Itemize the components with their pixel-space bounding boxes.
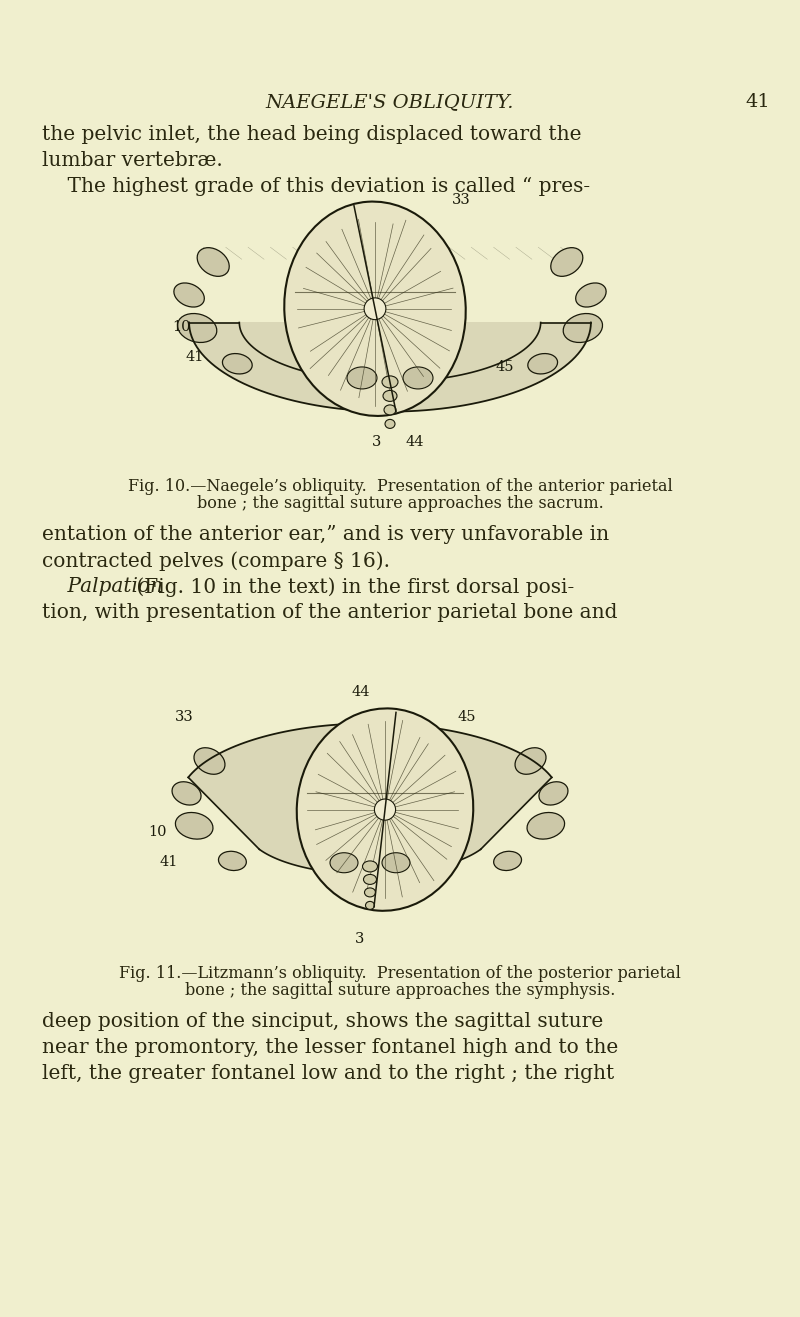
Ellipse shape: [539, 782, 568, 805]
Text: 33: 33: [175, 710, 194, 724]
Text: (Fig. 10 in the text) in the first dorsal posi-: (Fig. 10 in the text) in the first dorsa…: [130, 577, 574, 597]
Ellipse shape: [374, 799, 395, 820]
Ellipse shape: [363, 874, 377, 885]
Ellipse shape: [347, 367, 377, 389]
Ellipse shape: [382, 852, 410, 873]
Text: The highest grade of this deviation is called “ pres-: The highest grade of this deviation is c…: [42, 176, 590, 196]
Ellipse shape: [172, 782, 201, 805]
Ellipse shape: [222, 353, 252, 374]
Text: Fig. 10.—Naegele’s obliquity.  Presentation of the anterior parietal: Fig. 10.—Naegele’s obliquity. Presentati…: [128, 478, 672, 495]
Ellipse shape: [528, 353, 558, 374]
Text: 41: 41: [160, 855, 178, 869]
Text: 41: 41: [185, 350, 203, 363]
Ellipse shape: [366, 901, 374, 910]
Ellipse shape: [563, 313, 602, 342]
Text: deep position of the sinciput, shows the sagittal suture: deep position of the sinciput, shows the…: [42, 1011, 603, 1031]
Ellipse shape: [218, 851, 246, 871]
Ellipse shape: [284, 202, 466, 416]
Text: 33: 33: [452, 194, 470, 207]
Ellipse shape: [385, 419, 395, 428]
Text: lumbar vertebræ.: lumbar vertebræ.: [42, 151, 222, 170]
Text: near the promontory, the lesser fontanel high and to the: near the promontory, the lesser fontanel…: [42, 1038, 618, 1058]
Ellipse shape: [362, 861, 378, 872]
Text: bone ; the sagittal suture approaches the symphysis.: bone ; the sagittal suture approaches th…: [185, 982, 615, 1000]
Ellipse shape: [382, 375, 398, 389]
Text: 10: 10: [172, 320, 190, 335]
Text: bone ; the sagittal suture approaches the sacrum.: bone ; the sagittal suture approaches th…: [197, 495, 603, 512]
Ellipse shape: [383, 390, 397, 402]
Text: 44: 44: [352, 685, 370, 699]
Text: Palpation: Palpation: [42, 577, 163, 597]
Text: left, the greater fontanel low and to the right ; the right: left, the greater fontanel low and to th…: [42, 1064, 614, 1083]
Ellipse shape: [494, 851, 522, 871]
Polygon shape: [189, 323, 591, 412]
Text: entation of the anterior ear,” and is very unfavorable in: entation of the anterior ear,” and is ve…: [42, 525, 609, 544]
Text: tion, with presentation of the anterior parietal bone and: tion, with presentation of the anterior …: [42, 603, 618, 622]
Ellipse shape: [364, 298, 386, 320]
Polygon shape: [188, 723, 552, 874]
Ellipse shape: [550, 248, 583, 277]
Text: 3: 3: [355, 932, 364, 946]
Text: 10: 10: [148, 824, 166, 839]
Ellipse shape: [197, 248, 230, 277]
Ellipse shape: [194, 748, 225, 774]
Ellipse shape: [178, 313, 217, 342]
Ellipse shape: [576, 283, 606, 307]
Ellipse shape: [384, 404, 396, 415]
Ellipse shape: [527, 813, 565, 839]
Text: NAEGELE'S OBLIQUITY.: NAEGELE'S OBLIQUITY.: [266, 94, 514, 111]
Ellipse shape: [174, 283, 204, 307]
Text: 45: 45: [495, 360, 514, 374]
Ellipse shape: [330, 852, 358, 873]
Text: 44: 44: [405, 435, 423, 449]
Text: Fig. 11.—Litzmann’s obliquity.  Presentation of the posterior parietal: Fig. 11.—Litzmann’s obliquity. Presentat…: [119, 965, 681, 982]
Text: 3: 3: [372, 435, 382, 449]
Text: 45: 45: [458, 710, 477, 724]
Ellipse shape: [515, 748, 546, 774]
Ellipse shape: [365, 888, 375, 897]
Text: the pelvic inlet, the head being displaced toward the: the pelvic inlet, the head being displac…: [42, 125, 582, 144]
Text: contracted pelves (compare § 16).: contracted pelves (compare § 16).: [42, 551, 390, 570]
Ellipse shape: [297, 709, 474, 911]
Ellipse shape: [403, 367, 433, 389]
Text: 41: 41: [745, 94, 770, 111]
Ellipse shape: [175, 813, 213, 839]
